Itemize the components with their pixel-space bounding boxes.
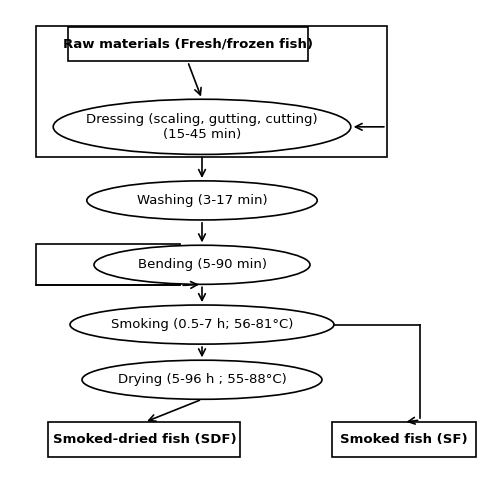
FancyBboxPatch shape xyxy=(68,27,308,61)
Ellipse shape xyxy=(53,99,351,154)
Ellipse shape xyxy=(70,305,334,344)
Text: Smoked-dried fish (SDF): Smoked-dried fish (SDF) xyxy=(52,433,236,446)
FancyBboxPatch shape xyxy=(332,422,476,457)
Ellipse shape xyxy=(94,245,310,285)
Text: Smoking (0.5-7 h; 56-81°C): Smoking (0.5-7 h; 56-81°C) xyxy=(111,318,293,331)
Text: Dressing (scaling, gutting, cutting)
(15-45 min): Dressing (scaling, gutting, cutting) (15… xyxy=(86,113,318,141)
Text: Smoked fish (SF): Smoked fish (SF) xyxy=(340,433,468,446)
FancyBboxPatch shape xyxy=(48,422,240,457)
Text: Washing (3-17 min): Washing (3-17 min) xyxy=(136,194,268,207)
Text: Drying (5-96 h ; 55-88°C): Drying (5-96 h ; 55-88°C) xyxy=(118,373,286,386)
Ellipse shape xyxy=(87,181,317,220)
Ellipse shape xyxy=(82,360,322,399)
Text: Bending (5-90 min): Bending (5-90 min) xyxy=(138,258,266,271)
Text: Raw materials (Fresh/frozen fish): Raw materials (Fresh/frozen fish) xyxy=(62,37,312,51)
